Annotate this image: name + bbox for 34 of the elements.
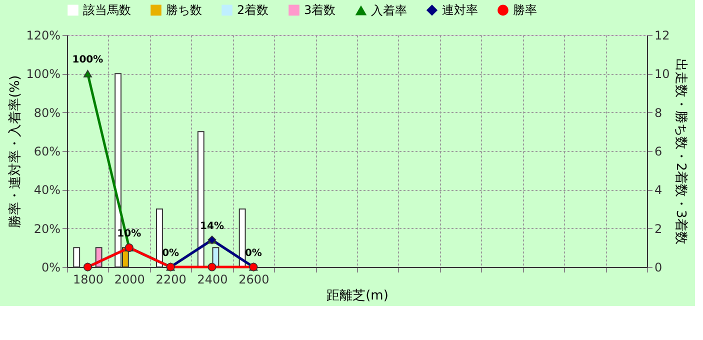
y2-tick-label: 2	[654, 222, 662, 236]
x-tick-label: 2200	[156, 272, 186, 286]
x-tick-label: 1800	[72, 272, 104, 286]
x-tick-label: 2600	[238, 272, 270, 286]
x-axis-title: 距離芝(m)	[326, 288, 388, 304]
y-tick-label: 100%	[26, 67, 60, 82]
legend-label: 3着数	[304, 3, 336, 18]
point	[83, 70, 92, 78]
y-tick-label: 80%	[34, 106, 60, 120]
legend-label: 入着率	[371, 4, 407, 18]
legend-label: 勝ち数	[166, 3, 202, 18]
legend-label: 勝率	[513, 3, 537, 18]
y2-tick-label: 12	[654, 28, 670, 42]
legend-label: 該当馬数	[83, 3, 131, 18]
data-label: 0%	[244, 248, 262, 259]
y-tick-label: 60%	[34, 144, 60, 158]
bar	[238, 208, 246, 268]
x-tick-label: 2000	[114, 272, 145, 286]
y-axis-title: 勝率・連対率・入着率(%)	[7, 75, 24, 228]
y2-tick-label: 10	[654, 67, 670, 82]
y-tick-label: 120%	[26, 28, 60, 42]
y2-axis-title: 出走数・勝ち数・2着数・3着数	[672, 58, 689, 244]
y-tick-label: 40%	[34, 183, 60, 198]
x-tick-label: 2400	[197, 272, 228, 286]
y2-tick-label: 8	[654, 106, 662, 120]
legend-label: 2着数	[237, 3, 269, 18]
y2-tick-label: 6	[654, 144, 662, 158]
y2-tick-label: 4	[654, 183, 662, 198]
y2-tick-label: 0	[654, 260, 662, 274]
point	[208, 262, 216, 272]
y-tick-label: 0%	[41, 260, 60, 274]
legend-label: 連対率	[442, 3, 478, 18]
y-tick-label: 20%	[34, 222, 60, 236]
data-label: 100%	[72, 54, 104, 66]
